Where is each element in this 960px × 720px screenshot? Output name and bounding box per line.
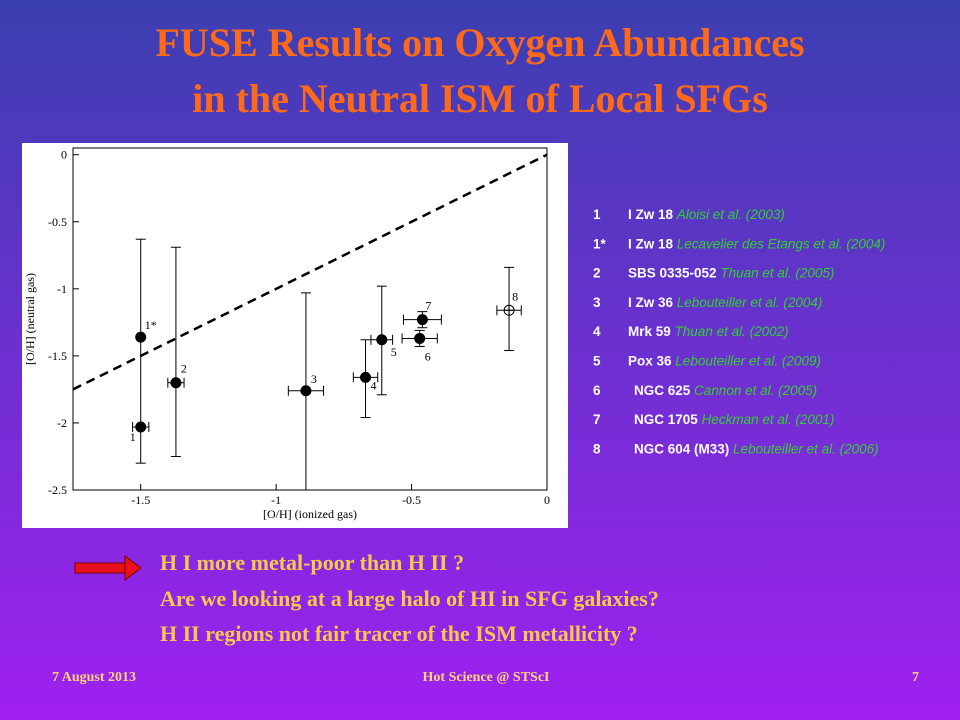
point-label: 4 — [371, 378, 377, 392]
legend-entry: NGC 604 (M33) Lebouteiller et al. (2006) — [634, 441, 879, 456]
y-tick-label: -2 — [57, 416, 67, 430]
legend-reference: Aloisi et al. (2003) — [676, 207, 785, 222]
legend-number: 1 — [593, 207, 601, 222]
legend-entry: I Zw 36 Lebouteiller et al. (2004) — [628, 295, 822, 310]
chart-panel — [22, 143, 568, 528]
point — [300, 385, 312, 397]
legend-reference: Heckman et al. (2001) — [702, 412, 835, 427]
point-label: 1* — [145, 318, 157, 332]
bullet: Are we looking at a large halo of HI in … — [160, 586, 659, 611]
point-label: 3 — [311, 372, 317, 386]
legend-entry: NGC 1705 Heckman et al. (2001) — [634, 412, 834, 427]
point — [135, 331, 147, 343]
legend-object: SBS 0335-052 — [628, 266, 717, 281]
legend-reference: Thuan et al. (2002) — [675, 324, 789, 339]
legend-object: NGC 1705 — [634, 412, 698, 427]
point-label: 2 — [181, 362, 187, 376]
legend-entry: I Zw 18 Aloisi et al. (2003) — [628, 207, 785, 222]
point — [416, 314, 428, 326]
y-tick-label: 0 — [61, 148, 67, 162]
title-line: FUSE Results on Oxygen Abundances — [155, 20, 804, 65]
legend-object: NGC 625 — [634, 383, 691, 398]
point-label: 8 — [512, 289, 518, 303]
legend-entry: Mrk 59 Thuan et al. (2002) — [628, 324, 789, 339]
legend-number: 7 — [593, 412, 601, 427]
footer-date: 7 August 2013 — [52, 670, 136, 685]
arrow — [74, 555, 142, 581]
point-label: 5 — [391, 345, 397, 359]
point — [360, 371, 372, 383]
legend-entry: I Zw 18 Lecavelier des Etangs et al. (20… — [628, 236, 885, 251]
point-label: 6 — [425, 349, 431, 363]
y-tick-label: -1.5 — [48, 349, 67, 363]
legend-reference: Lebouteiller et al. (2009) — [675, 354, 821, 369]
legend-number: 3 — [593, 295, 601, 310]
x-tick-label: -1.5 — [131, 493, 150, 507]
legend-object: Mrk 59 — [628, 324, 671, 339]
legend-number: 8 — [593, 441, 601, 456]
y-axis-label: [O/H] (neutral gas) — [23, 273, 37, 365]
legend-number: 1* — [593, 236, 607, 251]
x-tick-label: -1 — [271, 493, 281, 507]
legend-number: 4 — [593, 324, 601, 339]
point-label: 1 — [130, 430, 136, 444]
legend-object: I Zw 18 — [628, 236, 674, 251]
title-line: in the Neutral ISM of Local SFGs — [192, 76, 768, 121]
y-tick-label: -2.5 — [48, 483, 67, 497]
x-axis-label: [O/H] (ionized gas) — [263, 507, 357, 521]
legend-number: 6 — [593, 383, 601, 398]
legend-reference: Thuan et al. (2005) — [720, 266, 834, 281]
legend-reference: Lebouteiller et al. (2004) — [677, 295, 823, 310]
legend-reference: Lebouteiller et al. (2006) — [733, 441, 879, 456]
legend-entry: Pox 36 Lebouteiller et al. (2009) — [628, 354, 821, 369]
bullet: H I more metal-poor than H II ? — [160, 550, 464, 575]
point — [170, 377, 182, 389]
legend-object: Pox 36 — [628, 354, 672, 369]
y-tick-label: -1 — [57, 282, 67, 296]
legend-entry: NGC 625 Cannon et al. (2005) — [634, 383, 817, 398]
legend-object: I Zw 18 — [628, 207, 674, 222]
point-label: 7 — [425, 299, 431, 313]
legend-entry: SBS 0335-052 Thuan et al. (2005) — [628, 266, 834, 281]
y-tick-label: -0.5 — [48, 215, 67, 229]
legend-number: 5 — [593, 354, 601, 369]
x-tick-label: 0 — [544, 493, 550, 507]
bullet: H II regions not fair tracer of the ISM … — [160, 621, 638, 646]
reference-line — [72, 153, 548, 391]
point — [414, 332, 426, 344]
footer-page: 7 — [912, 670, 919, 685]
legend-number: 2 — [593, 266, 601, 281]
legend-object: NGC 604 (M33) — [634, 441, 729, 456]
footer-event: Hot Science @ STScI — [423, 670, 550, 685]
legend-object: I Zw 36 — [628, 295, 674, 310]
point — [376, 334, 388, 346]
legend-reference: Cannon et al. (2005) — [694, 383, 817, 398]
x-tick-label: -0.5 — [402, 493, 421, 507]
legend-reference: Lecavelier des Etangs et al. (2004) — [677, 236, 886, 251]
